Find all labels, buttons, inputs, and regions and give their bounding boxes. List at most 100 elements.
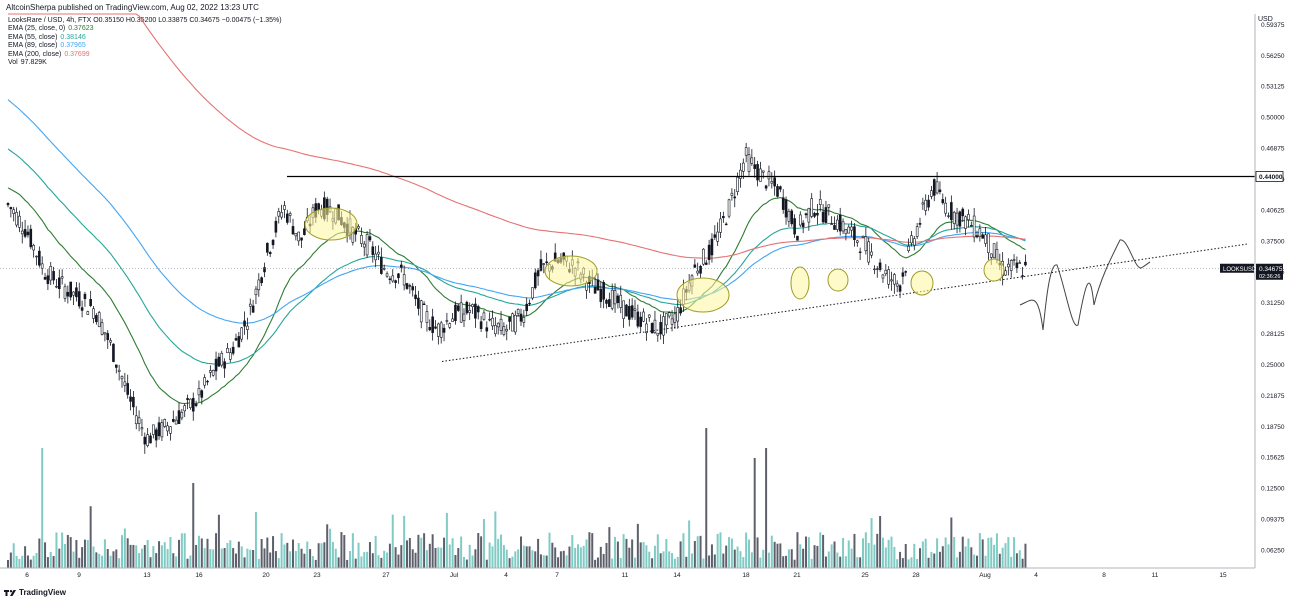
volume-bar — [155, 553, 158, 568]
volume-bar — [21, 555, 24, 568]
candle — [12, 206, 15, 222]
volume-bar — [220, 548, 223, 568]
candle-body — [60, 276, 64, 279]
candle-body — [494, 325, 497, 335]
candle-body — [439, 322, 443, 338]
volume-bar — [183, 533, 186, 568]
candle — [827, 204, 831, 216]
volume-bar — [1007, 537, 1010, 568]
volume-bar — [223, 547, 226, 568]
volume-bar — [802, 548, 805, 568]
volume-bar — [1010, 556, 1013, 568]
candle-body — [257, 279, 261, 291]
volume-bar — [611, 558, 614, 568]
legend-ema200-label: EMA (200, close) — [8, 50, 62, 58]
candle — [981, 232, 985, 239]
candle-body — [209, 370, 212, 373]
legend-ema89[interactable]: EMA (89, close) 0.37965 — [8, 42, 282, 50]
candle — [719, 212, 722, 238]
volume-bar — [1004, 543, 1007, 568]
legend-ema200[interactable]: EMA (200, close) 0.37699 — [8, 51, 282, 59]
candle-body — [251, 305, 255, 313]
candle — [639, 311, 643, 332]
legend-volume[interactable]: Vol 97.829K — [8, 59, 282, 67]
candle-body — [995, 249, 999, 261]
candle — [881, 273, 885, 283]
candle-body — [750, 157, 754, 164]
legend-ema89-label: EMA (89, close) — [8, 42, 58, 50]
candle — [189, 398, 192, 410]
candle-body — [476, 306, 480, 313]
candle-body — [414, 294, 417, 300]
volume-bar — [160, 545, 163, 568]
volume-bar — [688, 520, 691, 568]
volume-bar — [431, 534, 434, 568]
candle — [360, 227, 363, 247]
tradingview-footer[interactable]: TradingView — [4, 588, 66, 597]
candle — [46, 268, 50, 291]
candle — [927, 194, 930, 211]
candle-body — [377, 251, 380, 255]
candle — [260, 276, 263, 286]
candle-body — [488, 318, 491, 321]
volume-bar — [368, 542, 371, 568]
candle — [388, 276, 392, 285]
volume-bar — [976, 555, 978, 568]
candle-body — [80, 307, 84, 311]
volume-bar — [950, 517, 953, 568]
volume-bar — [913, 543, 916, 568]
volume-bar — [930, 551, 933, 568]
candle — [741, 158, 745, 180]
legend-ema25[interactable]: EMA (25, close, 0) 0.37623 — [8, 25, 282, 33]
volume-bar — [212, 549, 215, 568]
candle — [152, 424, 155, 439]
volume-bar — [984, 555, 987, 568]
candle — [431, 308, 434, 341]
volume-bar — [24, 546, 27, 568]
candle — [100, 318, 104, 336]
candle — [266, 242, 269, 256]
volume-bar — [38, 538, 41, 568]
volume-bar — [565, 555, 568, 568]
candle — [32, 243, 35, 258]
candle — [112, 343, 115, 363]
candle — [380, 247, 383, 275]
candle — [214, 351, 218, 381]
candle — [499, 311, 503, 335]
candle-body — [95, 315, 98, 323]
volume-bar — [215, 533, 218, 568]
candle-body — [12, 209, 15, 214]
candle-body — [49, 266, 53, 281]
candle — [231, 341, 235, 356]
volume-bar — [616, 541, 619, 568]
candle — [240, 326, 243, 343]
candle-body — [881, 274, 885, 279]
tag-bg — [1255, 171, 1284, 182]
volume-bar — [958, 551, 961, 568]
volume-bar — [551, 542, 554, 568]
candle-body — [764, 185, 768, 189]
candle — [707, 239, 711, 265]
tradingview-brand: TradingView — [19, 588, 66, 597]
volume-bar — [520, 536, 522, 568]
candle — [89, 290, 92, 308]
candle-body — [411, 286, 415, 291]
legend-ema55[interactable]: EMA (55, close) 0.38146 — [8, 34, 282, 42]
candle — [157, 416, 161, 440]
candle-body — [268, 252, 272, 255]
candle — [394, 279, 397, 289]
legend-symbol-line[interactable]: LooksRare / USD, 4h, FTX O0.35150 H0.352… — [8, 17, 282, 24]
volume-bar — [317, 543, 320, 568]
candle — [662, 311, 665, 345]
candle — [405, 282, 409, 290]
volume-bar — [491, 546, 494, 568]
volume-bar — [699, 535, 702, 568]
candle-body — [280, 212, 283, 218]
candle — [257, 273, 261, 297]
volume-bar — [103, 539, 106, 568]
candle — [229, 347, 232, 363]
volume-bar — [568, 546, 571, 568]
volume-bar — [497, 538, 500, 568]
candle — [887, 266, 890, 289]
